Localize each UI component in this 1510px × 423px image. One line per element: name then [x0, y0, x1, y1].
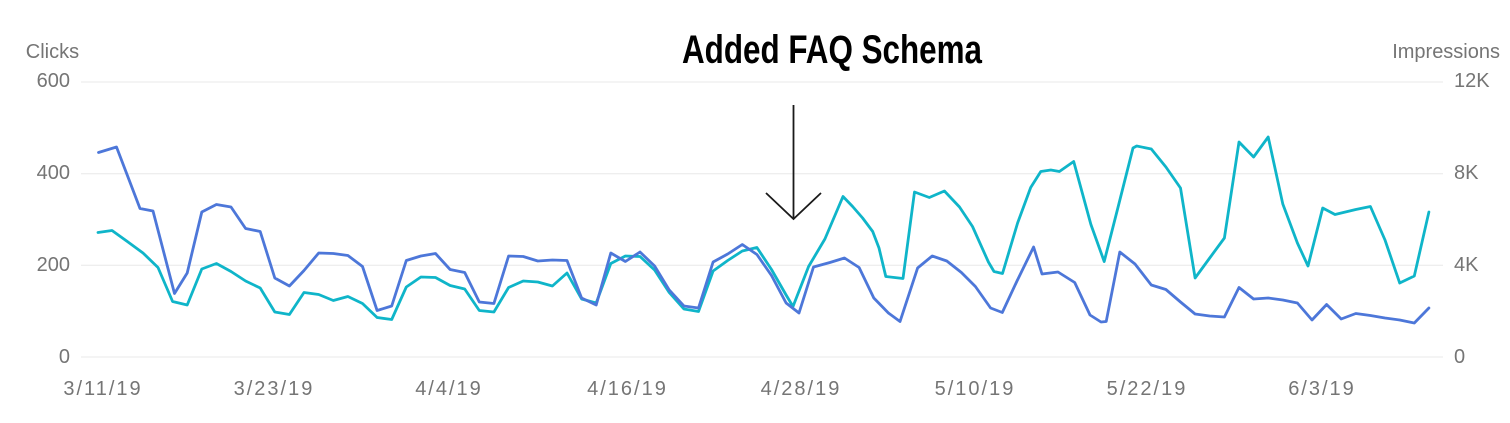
svg-text:3/11/19: 3/11/19	[63, 378, 142, 400]
svg-text:3/23/19: 3/23/19	[234, 378, 315, 400]
svg-text:6/3/19: 6/3/19	[1288, 378, 1356, 400]
svg-text:400: 400	[37, 162, 70, 184]
svg-text:0: 0	[1454, 346, 1465, 368]
svg-text:Added FAQ Schema: Added FAQ Schema	[682, 28, 983, 72]
svg-text:5/10/19: 5/10/19	[935, 378, 1016, 400]
svg-text:Impressions: Impressions	[1392, 41, 1500, 63]
svg-text:200: 200	[37, 254, 70, 276]
svg-text:0: 0	[59, 346, 70, 368]
svg-text:4/4/19: 4/4/19	[415, 378, 483, 400]
svg-text:4K: 4K	[1454, 254, 1479, 276]
svg-text:4/16/19: 4/16/19	[587, 378, 668, 400]
svg-text:600: 600	[37, 70, 70, 92]
svg-text:Clicks: Clicks	[26, 41, 79, 63]
svg-text:12K: 12K	[1454, 70, 1490, 92]
svg-text:4/28/19: 4/28/19	[761, 378, 842, 400]
svg-text:5/22/19: 5/22/19	[1107, 378, 1188, 400]
svg-text:8K: 8K	[1454, 162, 1479, 184]
